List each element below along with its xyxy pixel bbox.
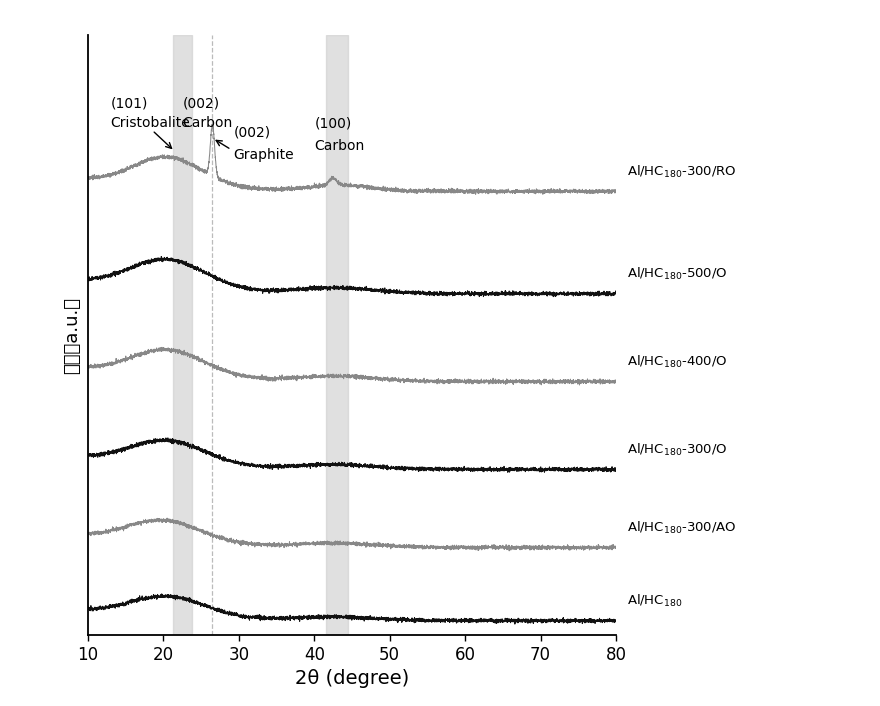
Text: Al/HC$_{180}$: Al/HC$_{180}$ <box>627 593 683 609</box>
Text: Carbon: Carbon <box>314 138 364 152</box>
Text: (100): (100) <box>314 116 351 130</box>
Text: Al/HC$_{180}$-300/AO: Al/HC$_{180}$-300/AO <box>627 520 737 536</box>
Text: Al/HC$_{180}$-300/O: Al/HC$_{180}$-300/O <box>627 442 728 457</box>
Text: Cristobalite: Cristobalite <box>111 116 190 130</box>
Text: Al/HC$_{180}$-500/O: Al/HC$_{180}$-500/O <box>627 266 728 282</box>
Y-axis label: 强度（a.u.）: 强度（a.u.） <box>63 297 81 374</box>
Text: Graphite: Graphite <box>233 148 294 162</box>
Text: (002): (002) <box>182 97 219 111</box>
X-axis label: 2θ (degree): 2θ (degree) <box>295 669 409 688</box>
Bar <box>172 35 192 635</box>
Text: Al/HC$_{180}$-300/RO: Al/HC$_{180}$-300/RO <box>627 164 737 180</box>
Text: (002): (002) <box>233 126 271 140</box>
Bar <box>326 35 348 635</box>
Text: (101): (101) <box>111 97 148 111</box>
Text: Carbon: Carbon <box>182 116 232 130</box>
Text: Al/HC$_{180}$-400/O: Al/HC$_{180}$-400/O <box>627 354 728 370</box>
